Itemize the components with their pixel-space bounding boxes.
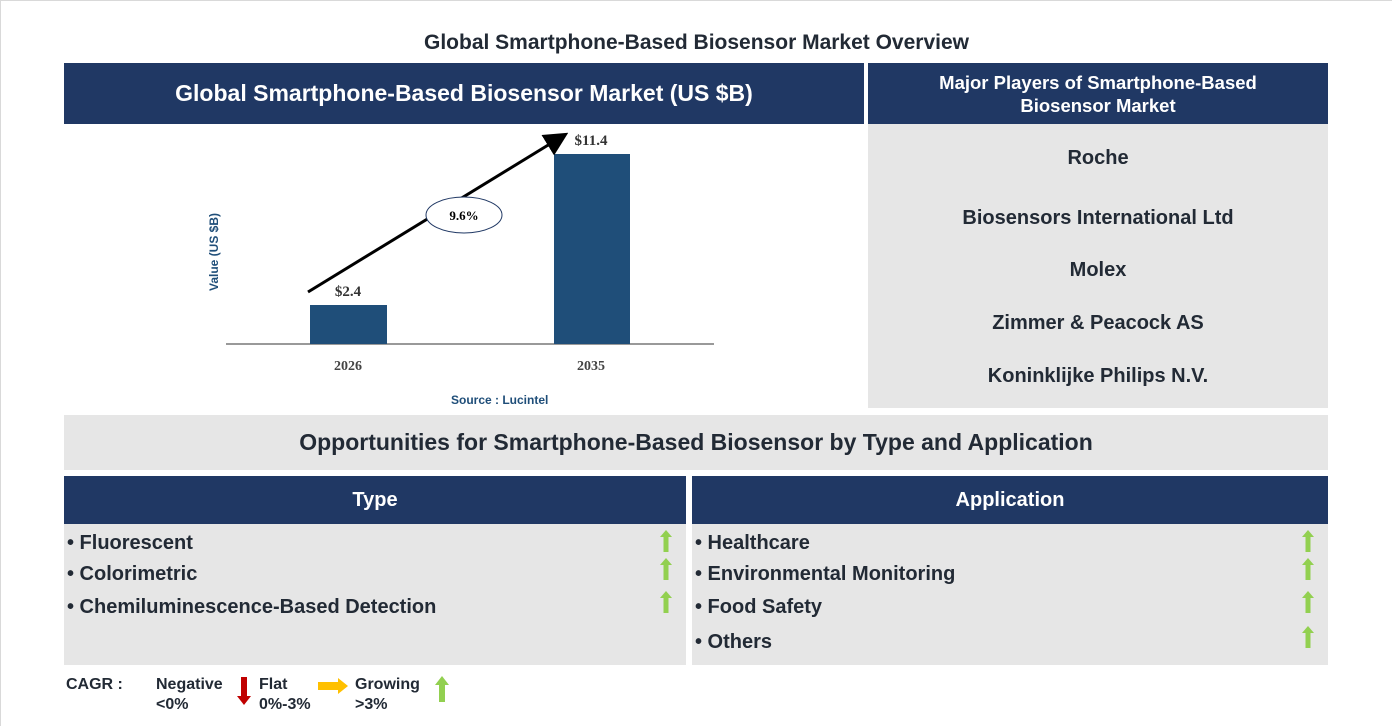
cagr-legend-label: CAGR : bbox=[66, 676, 123, 693]
bar-2026 bbox=[310, 305, 387, 344]
x-tick-2035: 2035 bbox=[577, 359, 605, 374]
legend-negative: Negative <0% bbox=[156, 675, 223, 715]
players-list: Roche Biosensors International Ltd Molex… bbox=[868, 124, 1328, 408]
legend-negative-range: <0% bbox=[156, 696, 189, 713]
legend-flat: Flat 0%-3% bbox=[259, 675, 311, 715]
bar-label-2035: $11.4 bbox=[575, 133, 608, 149]
chart-header: Global Smartphone-Based Biosensor Market… bbox=[64, 63, 864, 124]
application-list: • Healthcare • Environmental Monitoring … bbox=[692, 524, 1328, 665]
type-item: • Chemiluminescence-Based Detection bbox=[67, 596, 437, 618]
growing-arrow-icon bbox=[660, 558, 672, 580]
growing-arrow-icon bbox=[435, 676, 449, 702]
players-header-text: Major Players of Smartphone-Based Biosen… bbox=[939, 71, 1257, 116]
opportunities-title: Opportunities for Smartphone-Based Biose… bbox=[64, 415, 1328, 470]
application-item: • Environmental Monitoring bbox=[695, 563, 956, 585]
growing-arrow-icon bbox=[1302, 591, 1314, 613]
bar-2035 bbox=[554, 154, 630, 344]
bar-chart: 9.6% $2.4 $11.4 2026 2035 bbox=[226, 132, 714, 374]
growing-arrow-icon bbox=[1302, 558, 1314, 580]
bar-label-2026: $2.4 bbox=[335, 284, 362, 300]
player-item: Koninklijke Philips N.V. bbox=[987, 365, 1209, 387]
application-item: • Food Safety bbox=[695, 596, 823, 618]
x-tick-2026: 2026 bbox=[334, 359, 362, 374]
source-label: Source : Lucintel bbox=[451, 393, 549, 407]
application-item: • Healthcare bbox=[695, 532, 810, 554]
type-header: Type bbox=[64, 476, 686, 524]
player-item: Biosensors International Ltd bbox=[962, 207, 1234, 229]
player-item: Molex bbox=[1069, 259, 1127, 281]
legend-growing: Growing >3% bbox=[355, 675, 420, 715]
page-title: Global Smartphone-Based Biosensor Market… bbox=[424, 31, 969, 54]
legend-flat-range: 0%-3% bbox=[259, 696, 311, 713]
y-axis-label: Value (US $B) bbox=[207, 212, 221, 292]
application-item: • Others bbox=[695, 631, 773, 653]
flat-arrow-icon bbox=[318, 678, 348, 694]
legend-growing-range: >3% bbox=[355, 696, 388, 713]
players-header: Major Players of Smartphone-Based Biosen… bbox=[868, 63, 1328, 124]
growing-arrow-icon bbox=[660, 591, 672, 613]
legend-flat-label: Flat bbox=[259, 676, 288, 693]
type-list: • Fluorescent • Colorimetric • Chemilumi… bbox=[64, 524, 686, 665]
negative-arrow-icon bbox=[237, 677, 251, 705]
application-header: Application bbox=[692, 476, 1328, 524]
type-item: • Colorimetric bbox=[67, 563, 198, 585]
player-item: Roche bbox=[1067, 147, 1129, 169]
legend-growing-label: Growing bbox=[355, 676, 420, 693]
type-item: • Fluorescent bbox=[67, 532, 193, 554]
cagr-label: 9.6% bbox=[449, 208, 478, 223]
legend-negative-label: Negative bbox=[156, 676, 223, 693]
growing-arrow-icon bbox=[660, 530, 672, 552]
growing-arrow-icon bbox=[1302, 530, 1314, 552]
growing-arrow-icon bbox=[1302, 626, 1314, 648]
cagr-ellipse bbox=[425, 196, 503, 234]
player-item: Zimmer & Peacock AS bbox=[992, 312, 1204, 334]
